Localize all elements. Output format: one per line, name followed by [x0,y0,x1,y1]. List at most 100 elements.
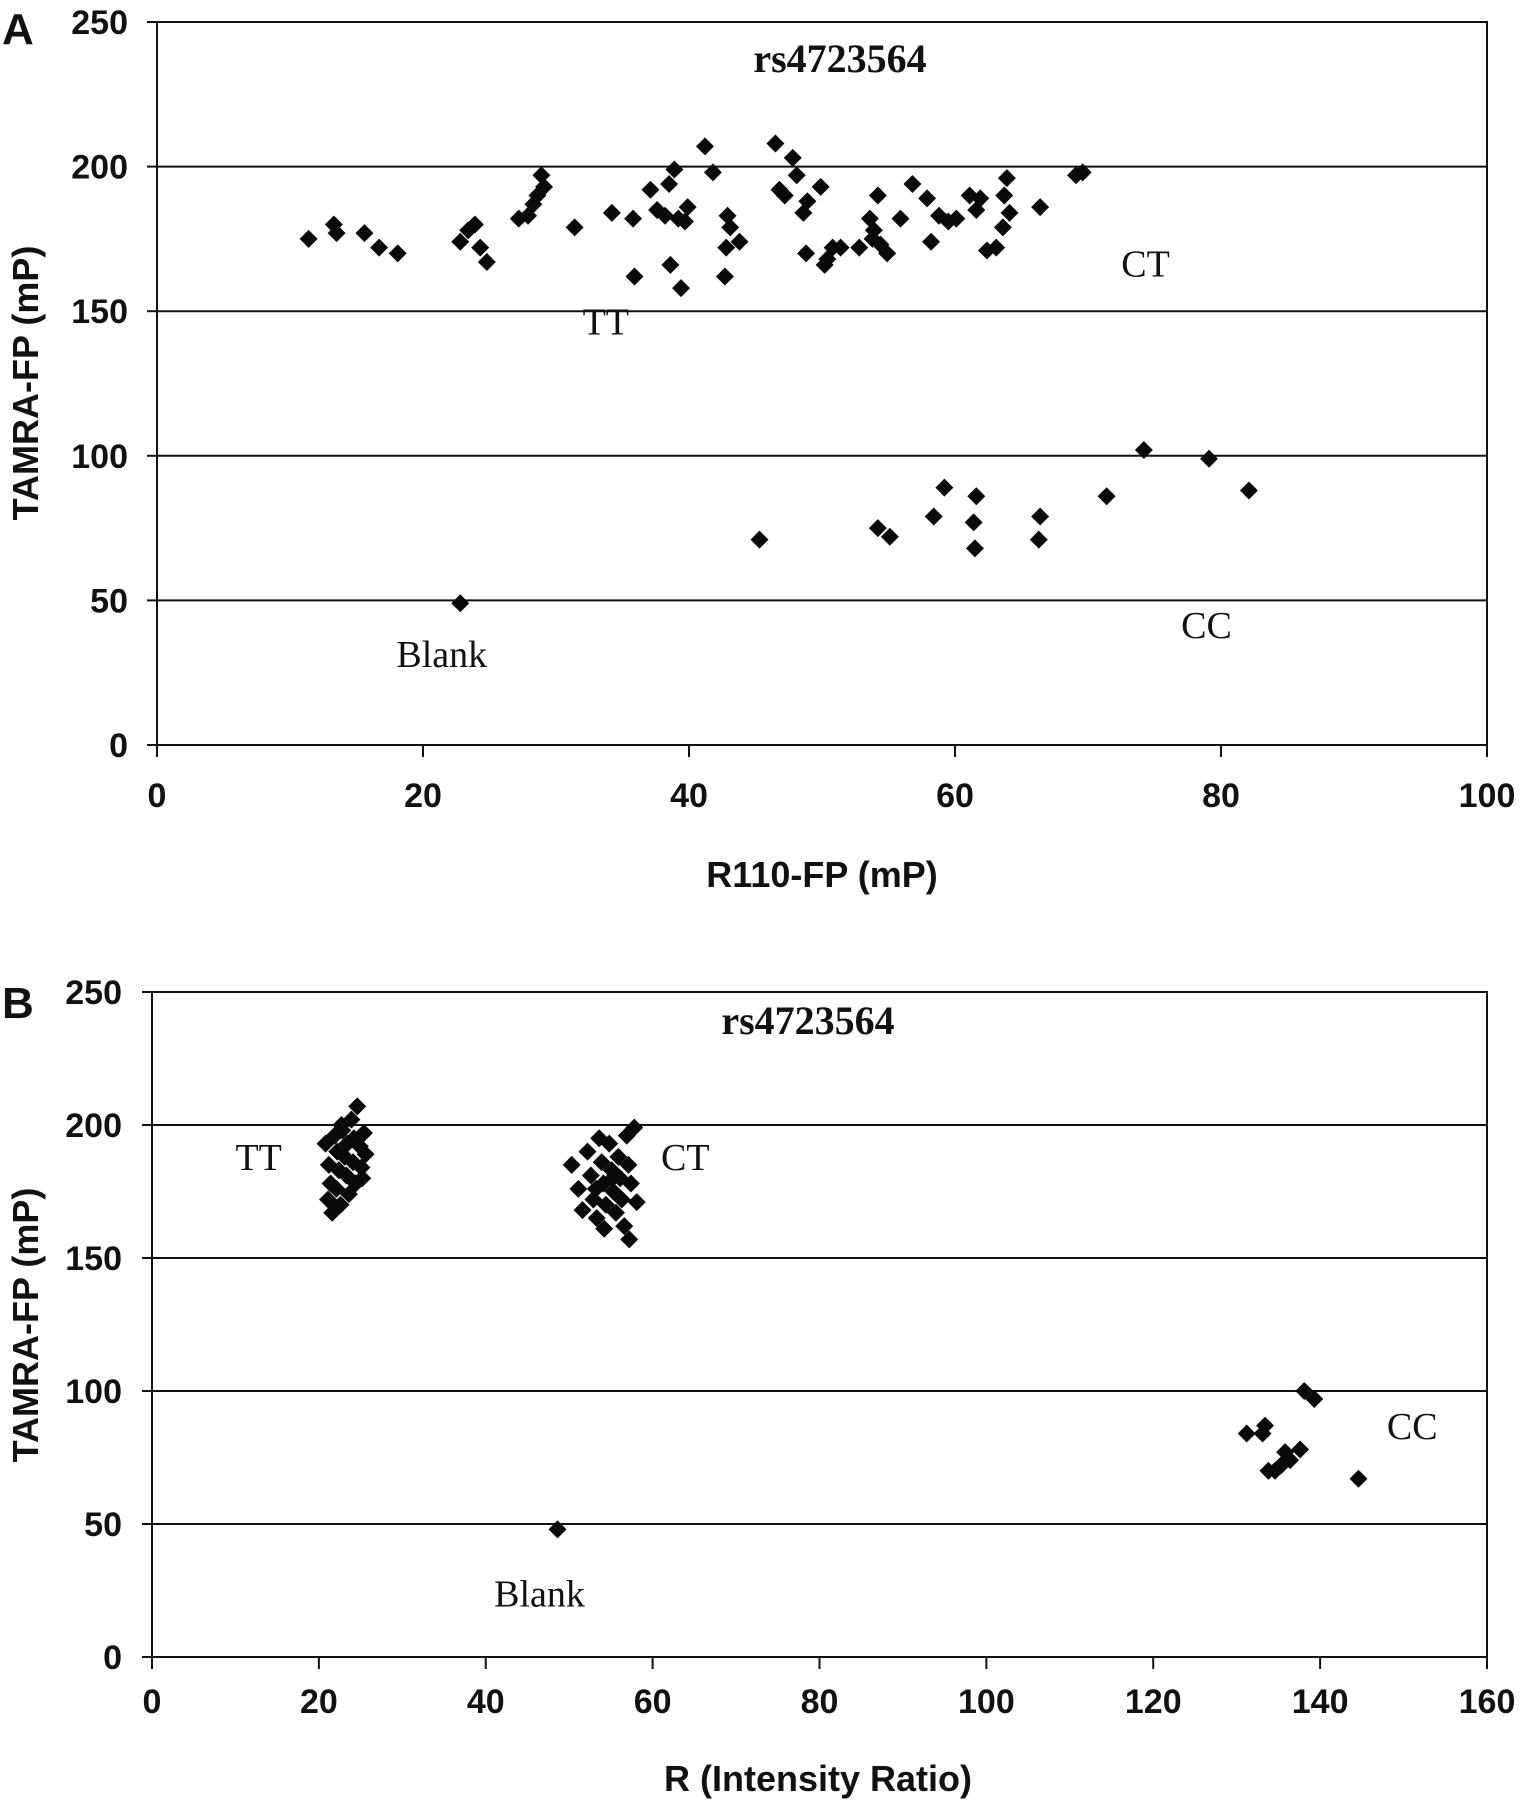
data-point [721,218,740,237]
data-point [935,478,954,497]
data-point [964,513,983,532]
data-point [766,134,785,153]
data-point [783,148,802,167]
data-point [548,1520,567,1539]
y-tick-label: 200 [71,149,128,187]
cluster-label: Blank [494,1573,585,1615]
data-point [535,177,554,196]
data-point [299,229,318,248]
data-point [918,189,937,208]
data-point [600,1134,619,1153]
y-tick-label: 150 [65,1240,122,1278]
data-point [1200,449,1219,468]
panel-a-x-axis-label: R110-FP (mP) [706,854,937,895]
data-point [903,174,922,193]
data-point [880,527,899,546]
data-point [615,1217,634,1236]
panel-b-y-ticks: 0 50 100 150 200 250 [65,974,152,1677]
y-tick-label: 250 [65,974,122,1012]
data-point [995,186,1014,205]
data-point [750,530,769,549]
data-point [1239,481,1258,500]
cluster-label: TT [583,301,629,343]
data-point [355,224,374,243]
panel-a-y-axis-label: TAMRA-FP (mP) [5,246,46,521]
panel-a-gridlines [157,165,1487,602]
x-tick-label: 20 [404,777,442,815]
data-point [987,238,1006,257]
data-point [1031,507,1050,526]
data-point [1031,198,1050,217]
data-point [730,232,749,251]
data-point [627,1193,646,1212]
data-point [878,244,897,263]
panel-a-annotations: TT CT CC Blank [396,243,1231,675]
y-tick-label: 0 [103,1639,122,1677]
x-tick-label: 160 [1459,1683,1516,1721]
data-point [672,279,691,298]
y-tick-label: 0 [109,727,128,765]
x-tick-label: 20 [300,1683,338,1721]
data-point [993,218,1012,237]
data-point [967,487,986,506]
panel-a-letter: A [2,5,34,54]
data-point [606,1203,625,1222]
data-point [703,163,722,182]
x-tick-label: 120 [1125,1683,1182,1721]
cluster-label: TT [235,1137,281,1179]
data-point [1305,1389,1324,1408]
panel-b-y-axis-label: TAMRA-FP (mP) [5,1188,46,1463]
panel-b-gridlines [152,1124,1487,1525]
x-tick-label: 80 [801,1683,839,1721]
data-point [338,1134,357,1153]
data-point [595,1219,614,1238]
data-point [924,507,943,526]
data-point [775,186,794,205]
data-point [1349,1469,1368,1488]
cluster-label: CC [1181,605,1232,647]
panel-b-annotations: TT CT CC Blank [235,1137,1437,1615]
data-point [620,1230,639,1249]
data-point [465,215,484,234]
y-tick-label: 250 [71,4,128,42]
data-point [327,224,346,243]
data-point [331,1195,350,1214]
x-tick-label: 60 [634,1683,672,1721]
data-point [818,250,837,269]
data-point [678,198,697,217]
data-point [891,209,910,228]
data-point [868,519,887,538]
y-tick-label: 50 [84,1506,122,1544]
data-point [621,1174,640,1193]
data-point [997,169,1016,188]
x-tick-label: 100 [1459,777,1516,815]
data-point [356,1145,375,1164]
data-point [569,1179,588,1198]
data-point [811,177,830,196]
data-point [578,1142,597,1161]
data-point [388,244,407,263]
data-point [715,267,734,286]
panel-a-chart: A rs4723564 0 50 100 150 200 250 0 20 40 60 80 100… [2,4,1515,895]
data-point [565,218,584,237]
data-point [1000,203,1019,222]
cluster-label: CT [1121,243,1170,285]
panel-a-title: rs4723564 [753,36,926,81]
data-point [965,539,984,558]
data-point [656,206,675,225]
x-tick-label: 0 [148,777,167,815]
data-point [562,1155,581,1174]
data-point [971,189,990,208]
data-point [947,209,966,228]
x-tick-label: 100 [958,1683,1015,1721]
data-point [353,1169,372,1188]
x-tick-label: 40 [670,777,708,815]
data-point [1097,487,1116,506]
data-point [787,166,806,185]
panel-a-plot-frame [156,21,1488,746]
data-point [348,1097,367,1116]
panel-a-y-ticks: 0 50 100 150 200 250 [71,4,157,765]
data-point [1291,1440,1310,1459]
data-point [612,1190,631,1209]
data-point [641,180,660,199]
